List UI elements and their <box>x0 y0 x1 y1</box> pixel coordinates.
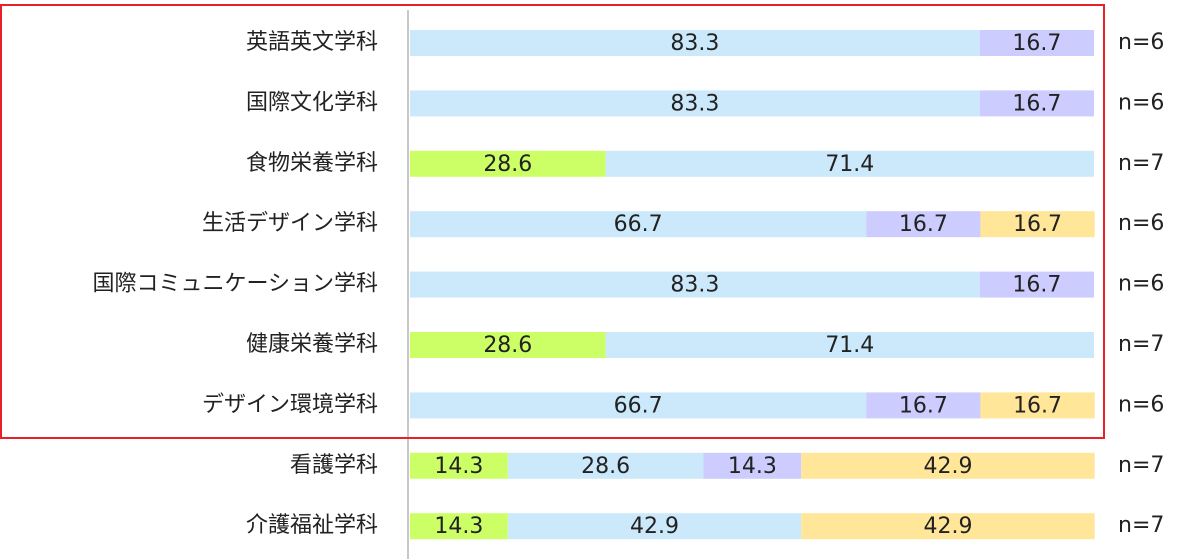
bar-segment <box>979 90 1094 117</box>
bar-segment <box>703 452 802 479</box>
value-label: 28.6 <box>581 454 630 479</box>
value-label: 66.7 <box>614 393 663 418</box>
bar-segment <box>410 513 508 540</box>
bar-segment <box>507 452 704 479</box>
bar-segment <box>410 392 867 419</box>
category-label: 英語英文学科 <box>246 30 378 55</box>
category-label: 生活デザイン学科 <box>202 211 378 236</box>
category-label: 国際文化学科 <box>246 90 378 115</box>
bar-segment <box>979 271 1094 298</box>
category-label: 国際コミュニケーション学科 <box>92 272 378 297</box>
value-label: 16.7 <box>899 212 948 237</box>
n-label: n=7 <box>1118 151 1164 176</box>
bar-segment <box>507 513 802 540</box>
highlight-box <box>0 4 1105 439</box>
value-label: 42.9 <box>630 514 679 539</box>
bar-segment <box>410 90 980 117</box>
category-label: 健康栄養学科 <box>246 332 378 357</box>
value-label: 16.7 <box>1012 273 1061 298</box>
n-label: n=6 <box>1118 90 1164 115</box>
n-label: n=6 <box>1118 392 1164 417</box>
value-label: 28.6 <box>483 333 532 358</box>
bar-segment <box>801 513 1095 540</box>
value-label: 42.9 <box>923 514 972 539</box>
bar-segment <box>980 392 1095 419</box>
n-label: n=6 <box>1118 30 1164 55</box>
value-label: 16.7 <box>899 393 948 418</box>
bar-segment <box>979 30 1094 56</box>
bar-segment <box>410 211 867 238</box>
bar-segment <box>605 332 1094 358</box>
n-label: n=7 <box>1118 513 1164 538</box>
value-label: 71.4 <box>825 333 874 358</box>
bar-segment <box>605 150 1094 177</box>
bar-segment <box>866 211 981 238</box>
value-label: 16.7 <box>1012 91 1061 116</box>
value-label: 83.3 <box>670 31 719 56</box>
n-label: n=7 <box>1118 332 1164 357</box>
value-label: 83.3 <box>670 273 719 298</box>
value-label: 42.9 <box>923 454 972 479</box>
value-label: 16.7 <box>1013 212 1062 237</box>
value-label: 14.3 <box>434 514 483 539</box>
bar-segment <box>980 211 1095 238</box>
bar-segment <box>410 30 980 56</box>
value-label: 14.3 <box>728 454 777 479</box>
value-label: 66.7 <box>614 212 663 237</box>
value-label: 28.6 <box>483 152 532 177</box>
bar-segment <box>866 392 981 419</box>
category-label: デザイン環境学科 <box>202 392 378 417</box>
n-label: n=7 <box>1118 453 1164 478</box>
value-label: 16.7 <box>1012 31 1061 56</box>
value-label: 83.3 <box>670 91 719 116</box>
bar-segment <box>410 150 606 177</box>
n-label: n=6 <box>1118 211 1164 236</box>
value-label: 71.4 <box>825 152 874 177</box>
category-label: 食物栄養学科 <box>246 151 378 176</box>
bar-segment <box>801 452 1095 479</box>
bar-segment <box>410 452 508 479</box>
n-label: n=6 <box>1118 272 1164 297</box>
value-label: 14.3 <box>434 454 483 479</box>
category-label: 介護福祉学科 <box>246 513 378 538</box>
bar-segment <box>410 332 606 358</box>
value-label: 16.7 <box>1013 393 1062 418</box>
bar-segment <box>410 271 980 298</box>
category-label: 看護学科 <box>290 453 378 478</box>
